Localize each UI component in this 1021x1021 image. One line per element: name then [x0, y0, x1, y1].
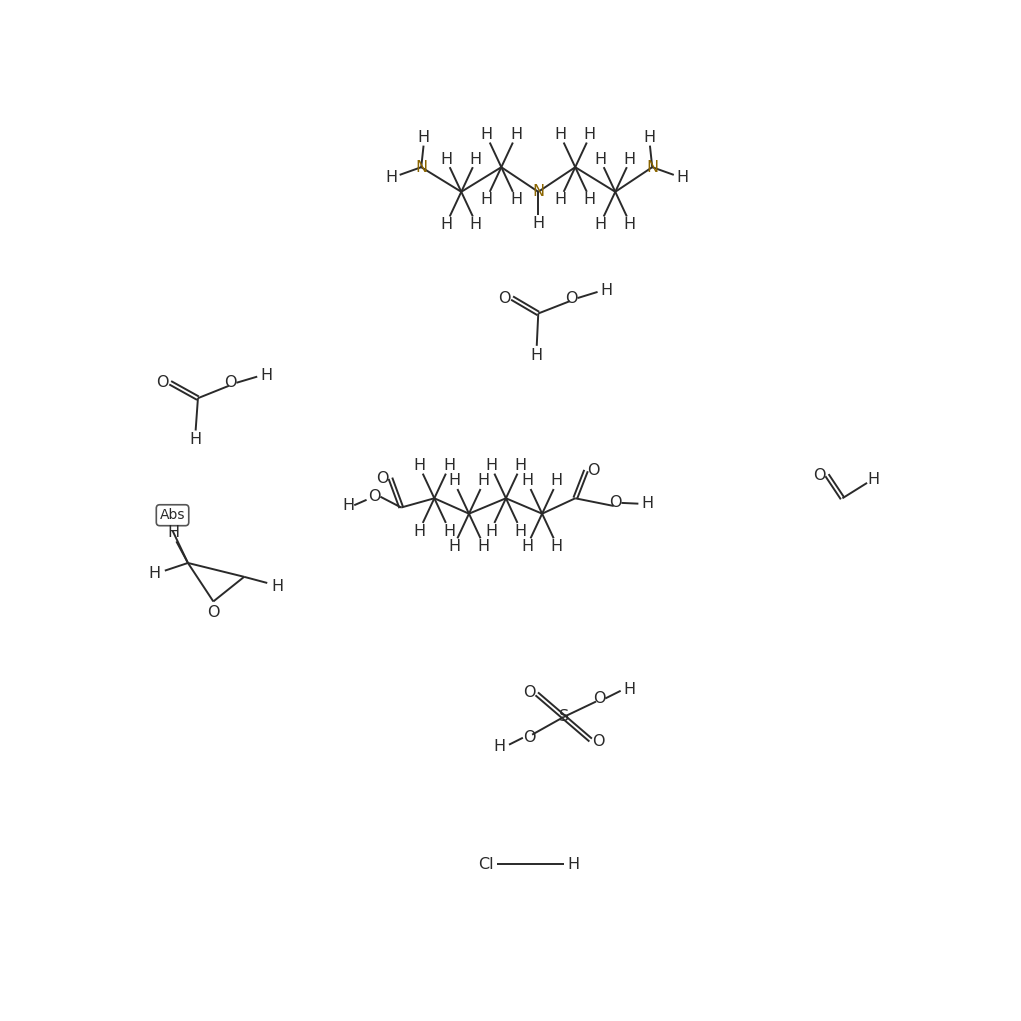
Text: H: H [515, 524, 527, 539]
Text: H: H [624, 152, 636, 167]
Text: O: O [813, 468, 826, 483]
Text: O: O [593, 691, 605, 706]
Text: H: H [190, 432, 202, 447]
Text: O: O [587, 464, 600, 478]
Text: H: H [584, 128, 596, 142]
Text: Cl: Cl [478, 857, 494, 872]
Text: H: H [532, 215, 544, 231]
Text: H: H [478, 539, 490, 554]
Text: H: H [600, 283, 613, 298]
Text: S: S [558, 710, 569, 725]
Text: O: O [498, 291, 510, 305]
Text: H: H [342, 497, 354, 513]
Text: H: H [443, 524, 455, 539]
Text: H: H [485, 457, 497, 473]
Text: H: H [568, 857, 580, 872]
Text: H: H [470, 152, 482, 167]
Text: H: H [441, 152, 452, 167]
Text: N: N [532, 185, 544, 199]
Text: O: O [368, 489, 381, 504]
Text: H: H [443, 457, 455, 473]
Text: H: H [414, 457, 426, 473]
Text: H: H [272, 579, 283, 593]
Text: H: H [594, 216, 606, 232]
Text: H: H [554, 192, 567, 207]
Text: O: O [523, 685, 535, 699]
Text: H: H [531, 347, 543, 362]
Text: O: O [523, 730, 535, 745]
Text: H: H [594, 152, 606, 167]
Text: H: H [441, 216, 452, 232]
Text: H: H [509, 192, 522, 207]
Text: O: O [156, 376, 168, 390]
Text: Abs: Abs [159, 508, 185, 522]
Text: H: H [385, 169, 397, 185]
Text: O: O [377, 471, 389, 486]
Text: H: H [624, 216, 636, 232]
Text: O: O [224, 376, 237, 390]
Text: H: H [485, 524, 497, 539]
Text: O: O [207, 604, 220, 620]
Text: H: H [522, 473, 534, 488]
Text: H: H [448, 473, 460, 488]
Text: H: H [414, 524, 426, 539]
Text: H: H [515, 457, 527, 473]
Text: H: H [641, 496, 653, 512]
Text: H: H [470, 216, 482, 232]
Text: H: H [481, 192, 493, 207]
Text: O: O [566, 291, 578, 305]
Text: H: H [448, 539, 460, 554]
Text: H: H [509, 128, 522, 142]
Text: H: H [550, 539, 563, 554]
Text: O: O [610, 495, 622, 510]
Text: H: H [167, 526, 180, 540]
Text: N: N [646, 159, 659, 175]
Text: H: H [478, 473, 490, 488]
Text: H: H [623, 682, 635, 696]
Text: H: H [418, 131, 430, 145]
Text: H: H [149, 567, 161, 581]
Text: H: H [522, 539, 534, 554]
Text: H: H [481, 128, 493, 142]
Text: H: H [676, 169, 688, 185]
Text: H: H [550, 473, 563, 488]
Text: O: O [592, 734, 604, 749]
Text: H: H [644, 131, 655, 145]
Text: H: H [554, 128, 567, 142]
Text: H: H [584, 192, 596, 207]
Text: H: H [867, 473, 879, 487]
Text: N: N [416, 159, 428, 175]
Text: H: H [493, 739, 505, 753]
Text: H: H [260, 368, 273, 383]
